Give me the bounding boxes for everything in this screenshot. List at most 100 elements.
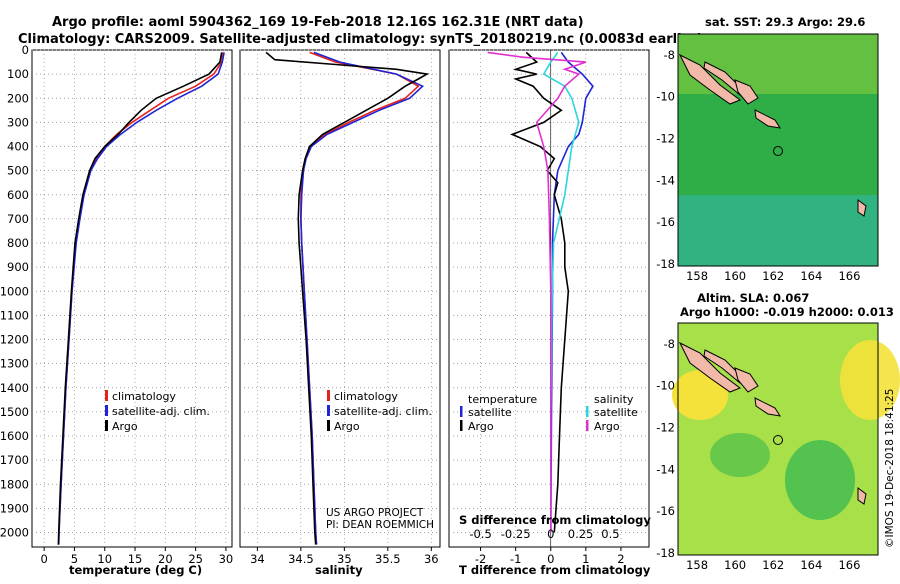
depth-tick-label: 0: [22, 43, 29, 57]
series-line-climatology: [300, 51, 420, 545]
map-lat-label: -12: [656, 421, 675, 435]
sst-profile-marker: [773, 146, 783, 156]
map-lat-label: -8: [664, 337, 675, 351]
x-tick-label: 5: [71, 552, 78, 566]
legend-s-satellite-swatch: [586, 406, 589, 417]
series-line-satellite-adj-clim-: [57, 52, 225, 545]
x-tick-label: 10: [97, 552, 112, 566]
x-tick-label: 35.5: [375, 552, 401, 566]
depth-tick-label: 1100: [0, 308, 29, 322]
legend-satellite-swatch: [327, 405, 330, 416]
legend-climatology: climatology: [112, 390, 176, 403]
depth-tick-label: 300: [7, 115, 29, 129]
legend-t-satellite: satellite: [468, 406, 512, 419]
sst-map-title: sat. SST: 29.3 Argo: 29.6: [705, 15, 865, 29]
sla-map-high-blob-2: [840, 340, 900, 420]
depth-tick-label: 700: [7, 212, 29, 226]
sla-map-high-blob-1: [672, 370, 728, 420]
legend-satellite: satellite-adj. clim.: [334, 405, 432, 418]
map-lon-label: 164: [800, 269, 822, 283]
x-tick-label: 34: [250, 552, 265, 566]
sst-map-island-1: [678, 53, 742, 105]
sla-map-title-1: Altim. SLA: 0.067: [697, 291, 809, 305]
temperature-xlabel: temperature (deg C): [69, 563, 202, 577]
map-lat-label: -14: [656, 173, 675, 187]
difference-legend: temperature satellite Argo salinity sate…: [460, 393, 638, 433]
depth-tick-label: 400: [7, 140, 29, 154]
x-tick-label: -1: [510, 552, 521, 566]
depth-tick-label: 200: [7, 91, 29, 105]
map-lon-label: 166: [838, 558, 860, 572]
depth-tick-label: 1400: [0, 381, 29, 395]
salinity-legend: climatology satellite-adj. clim. Argo: [327, 390, 432, 433]
sst-map-island-5: [857, 199, 867, 217]
x-tick-label: 34.5: [288, 552, 314, 566]
depth-tick-label: 900: [7, 260, 29, 274]
x-tick-label: 0: [40, 552, 47, 566]
x-tick-label: 36: [424, 552, 439, 566]
x2-tick-label: -0.5: [469, 527, 491, 541]
salinity-xlabel: salinity: [315, 563, 363, 577]
depth-tick-label: 1800: [0, 477, 29, 491]
sla-map-island-3: [734, 367, 759, 393]
depth-tick-label: 500: [7, 164, 29, 178]
sst-map-island-3: [734, 79, 759, 105]
x-tick-label: 15: [128, 552, 143, 566]
temperature-legend: climatology satellite-adj. clim. Argo: [105, 390, 210, 433]
x-tick-label: 2: [617, 552, 624, 566]
sla-map-title-2: Argo h1000: -0.019 h2000: 0.013: [680, 305, 894, 319]
depth-tick-label: 1700: [0, 453, 29, 467]
legend-t-argo: Argo: [468, 420, 494, 433]
sst-map: [677, 33, 879, 267]
map-lat-label: -10: [656, 379, 675, 393]
x-tick-label: 25: [188, 552, 203, 566]
legend-satellite: satellite-adj. clim.: [112, 405, 210, 418]
legend-s-satellite: satellite: [594, 406, 638, 419]
x2-tick-label: 0.5: [601, 527, 619, 541]
x-tick-label: 1: [582, 552, 589, 566]
depth-tick-label: 100: [7, 67, 29, 81]
difference-xlabel: T difference from climatology: [459, 563, 651, 577]
map-lat-label: -16: [656, 215, 675, 229]
sla-map-island-5: [857, 487, 867, 505]
x-tick-label: 30: [219, 552, 234, 566]
credit-line-1: US ARGO PROJECT: [326, 507, 424, 519]
map-lat-label: -10: [656, 90, 675, 104]
sla-map-low-blob-2: [710, 433, 770, 477]
sla-map-island-4: [754, 397, 782, 417]
difference-panel: [448, 49, 650, 548]
legend-climatology-swatch: [105, 390, 108, 401]
series-line-s-satellite: [542, 51, 580, 533]
series-line-satellite-adj-clim-: [300, 51, 425, 545]
legend-t-argo-swatch: [460, 420, 463, 431]
legend-temperature-heading: temperature: [468, 393, 537, 406]
depth-tick-label: 1200: [0, 333, 29, 347]
sla-profile-marker: [773, 435, 783, 445]
series-line-argo: [57, 52, 223, 545]
legend-argo-swatch: [105, 420, 108, 431]
legend-s-argo: Argo: [594, 420, 620, 433]
map-lat-label: -8: [664, 48, 675, 62]
title-line-1: Argo profile: aoml 5904362_169 19-Feb-20…: [52, 15, 584, 30]
watermark: ©IMOS 19-Dec-2018 18:41:25: [884, 389, 896, 548]
sla-map-frame: [677, 322, 879, 556]
map-lon-label: 158: [686, 558, 708, 572]
depth-tick-label: 600: [7, 188, 29, 202]
sst-map-island-4: [754, 109, 782, 129]
map-lon-label: 160: [724, 269, 746, 283]
series-line-argo: [265, 51, 430, 545]
map-lat-label: -12: [656, 132, 675, 146]
x2-tick-label: 0.25: [568, 527, 594, 541]
sla-map-low-blob-1: [785, 440, 855, 520]
depth-tick-label: 1300: [0, 357, 29, 371]
x-tick-label: 35: [337, 552, 352, 566]
legend-climatology: climatology: [334, 390, 398, 403]
sst-map-cool-band: [678, 195, 878, 266]
map-lon-label: 162: [762, 269, 784, 283]
legend-argo: Argo: [334, 420, 360, 433]
x-tick-label: 20: [158, 552, 173, 566]
legend-satellite-swatch: [105, 405, 108, 416]
depth-tick-label: 2000: [0, 526, 29, 540]
difference-x2label: S difference from climatology: [459, 513, 651, 527]
